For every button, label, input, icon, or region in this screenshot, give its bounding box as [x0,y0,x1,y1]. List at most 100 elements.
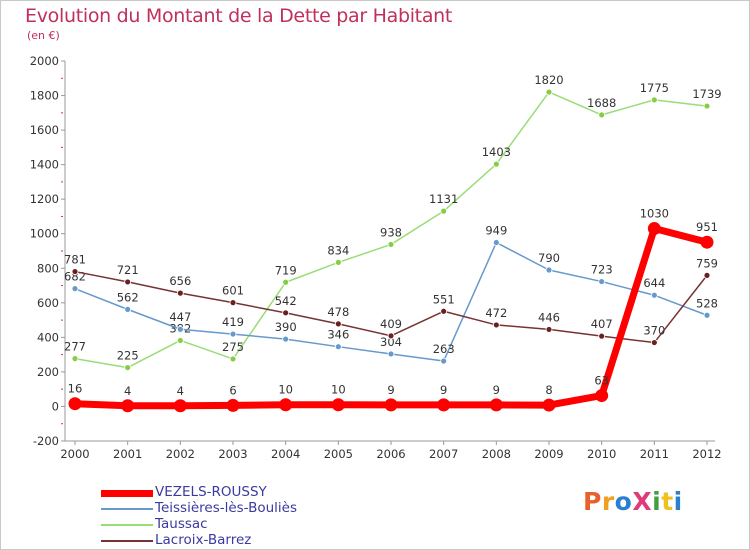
data-point [440,307,448,315]
data-label: 346 [327,328,349,342]
data-label: 723 [591,263,613,277]
data-label: 790 [538,251,560,265]
x-tick-label: 2011 [640,447,669,461]
data-point [598,332,606,340]
data-point [387,241,395,248]
data-label: 644 [643,276,665,290]
data-point [173,399,187,413]
data-point [542,398,556,412]
data-point [703,102,711,110]
data-point [545,88,553,96]
data-label: 528 [696,296,718,310]
data-point [595,389,609,403]
data-point [121,399,135,413]
data-label: 951 [696,220,718,234]
data-point [282,309,290,317]
chart-title: Evolution du Montant de la Dette par Hab… [25,5,453,27]
data-label: 4 [124,384,131,398]
data-point [71,355,79,363]
data-label: 16 [68,382,83,396]
legend-swatch [101,508,153,510]
data-point [176,325,184,333]
x-tick-label: 2008 [482,447,511,461]
x-tick-label: 2003 [218,447,247,461]
data-label: 370 [643,324,665,338]
x-tick-label: 2007 [429,447,458,461]
data-point [71,285,79,293]
y-tick-label: 400 [37,330,59,344]
y-tick-label: 1600 [30,123,59,137]
data-point [437,398,451,412]
data-label: 721 [117,263,139,277]
legend-swatch [101,540,153,542]
x-tick-label: 2006 [376,447,405,461]
data-label: 277 [64,340,86,354]
data-label: 478 [327,305,349,319]
data-label: 9 [493,383,500,397]
data-point [492,160,500,168]
data-point [492,321,500,329]
y-tick-label: 200 [37,365,59,379]
x-tick-label: 2004 [271,447,300,461]
data-label: 390 [275,320,297,334]
data-label: 781 [64,253,86,267]
x-tick-label: 2001 [113,447,142,461]
legend-label: Taussac [155,516,208,532]
data-label: 10 [331,383,346,397]
data-label: 4 [177,384,184,398]
data-point [124,278,132,286]
data-point [598,111,606,119]
data-point [489,398,503,412]
y-tick-label: -200 [33,434,59,448]
data-point [334,343,342,351]
legend-label: VEZELS-ROUSSY [155,484,267,500]
y-tick-label: 600 [37,296,59,310]
data-point [387,332,395,340]
legend-swatch [101,490,153,497]
data-point [334,320,342,328]
data-label: 1688 [587,96,616,110]
data-point [440,357,448,365]
y-tick-label: 800 [37,261,59,275]
x-tick-label: 2012 [692,447,721,461]
data-label: 8 [545,383,552,397]
data-label: 409 [380,317,402,331]
y-tick-label: 0 [52,399,59,413]
data-point [647,222,661,236]
data-point [387,350,395,358]
unit-label: (en €) [27,29,60,42]
proxiti-logo: ProXiti [583,487,683,516]
data-point [492,239,500,246]
data-point [226,398,240,412]
x-tick-label: 2000 [60,447,89,461]
data-point [229,355,237,363]
data-point [545,266,553,274]
data-label: 1775 [640,81,669,95]
data-point [176,337,184,344]
data-label: 719 [275,263,297,277]
data-label: 446 [538,310,560,324]
logo-letter: o [614,487,633,516]
data-point [68,397,82,411]
data-point [384,398,398,412]
x-tick-label: 2009 [534,447,563,461]
data-label: 759 [696,256,718,270]
data-point [229,299,237,307]
data-label: 407 [591,317,613,331]
logo-letter: r [601,487,615,516]
logo-letter: i [652,487,662,516]
data-label: 834 [327,243,349,257]
y-tick-label: 1800 [30,89,59,103]
data-label: 938 [380,225,402,239]
logo-letter: i [673,487,683,516]
x-tick-label: 2010 [587,447,616,461]
data-label: 542 [275,294,297,308]
data-label: 9 [387,383,394,397]
y-tick-label: 1400 [30,158,59,172]
data-point [598,278,606,285]
data-point [279,398,293,412]
data-point [703,271,711,279]
data-label: 63 [594,374,609,388]
logo-letter: t [661,487,674,516]
